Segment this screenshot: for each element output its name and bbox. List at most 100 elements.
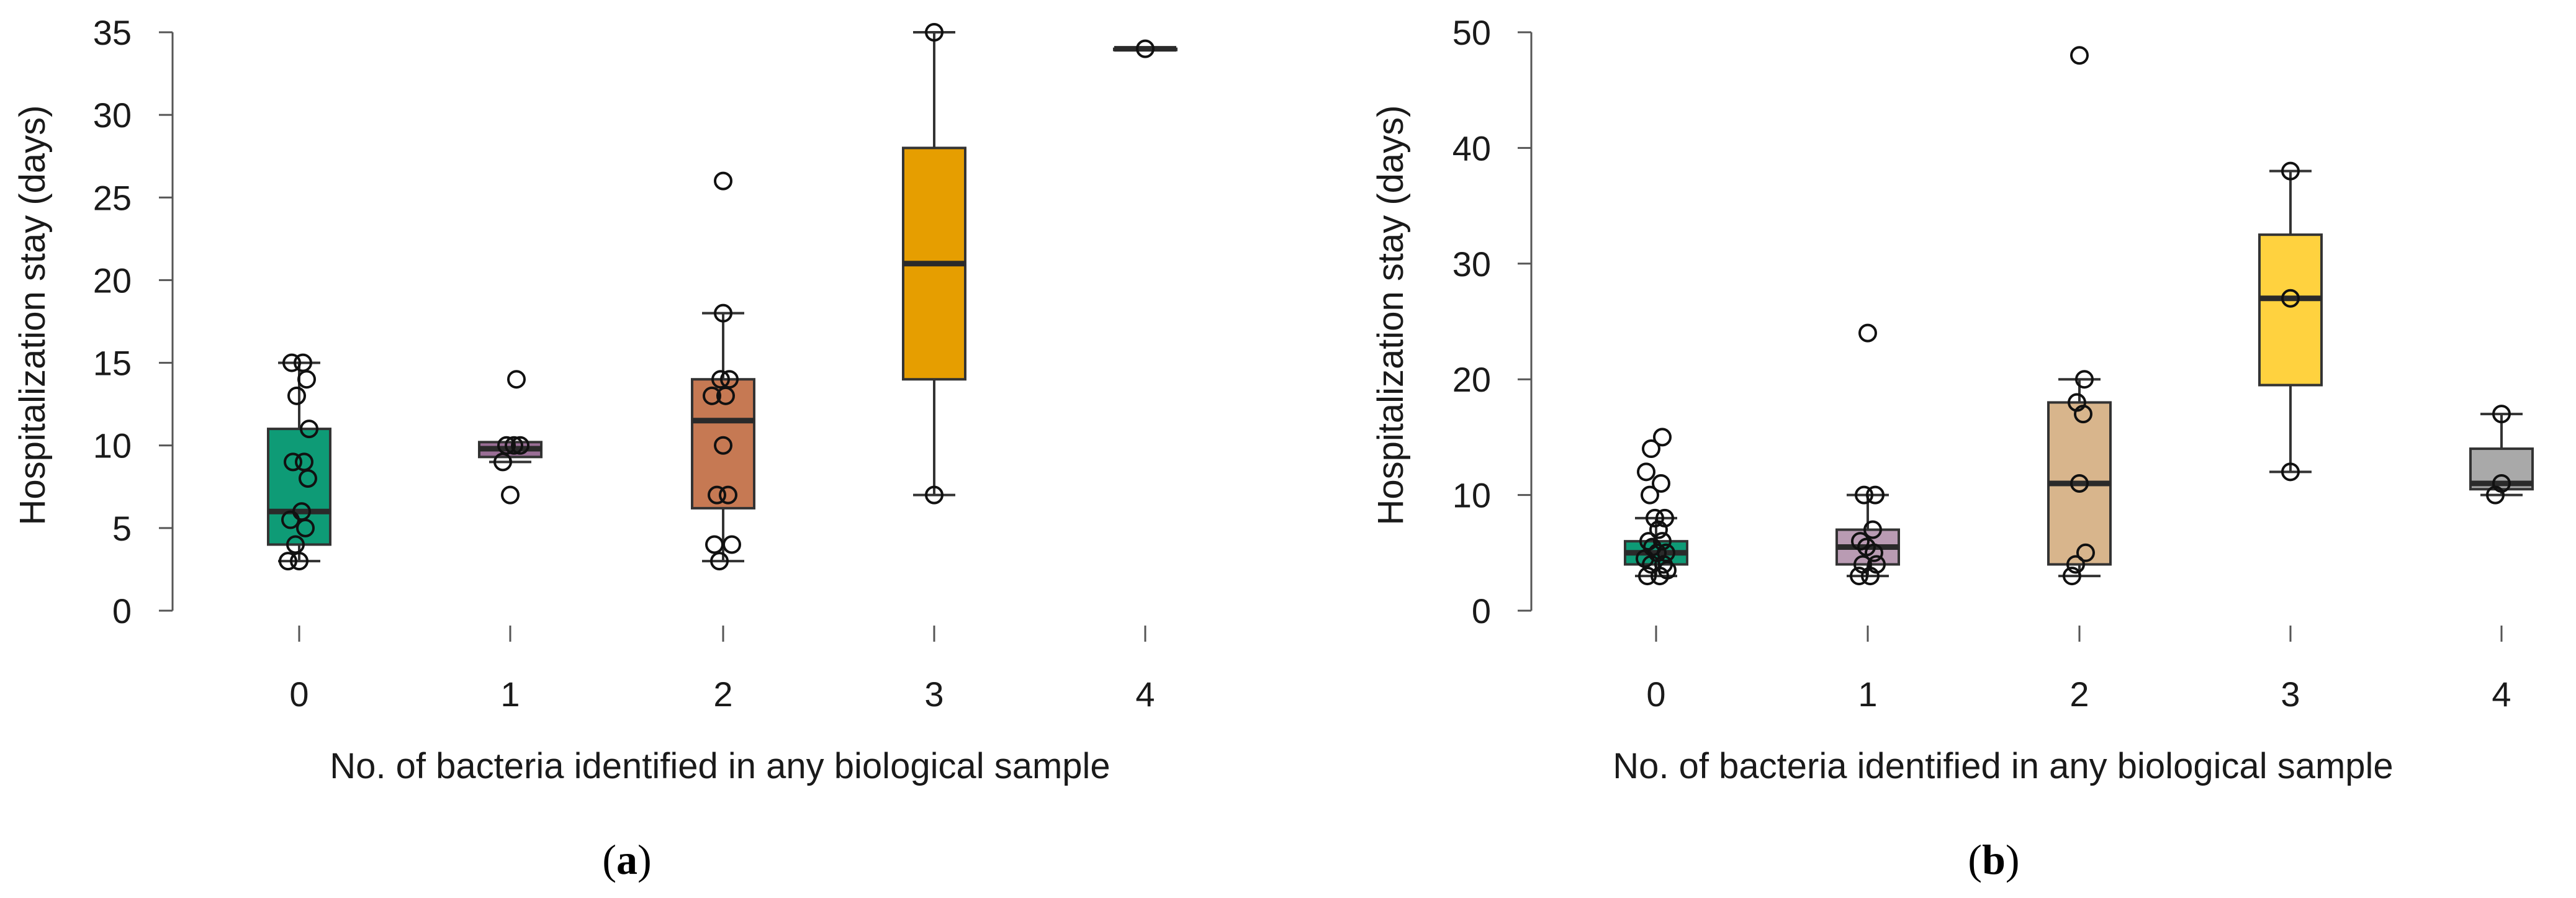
data-point [287,386,306,405]
x-tick-label: 0 [289,675,308,714]
y-tick-label: 20 [1452,360,1491,399]
data-point [1136,39,1155,58]
box-category-1 [1835,323,1900,586]
y-tick-label: 0 [112,591,132,631]
y-tick-label: 0 [1472,591,1491,631]
data-point [1652,474,1670,493]
data-point [1867,555,1886,574]
box-category-4 [1113,39,1178,58]
y-tick-label: 10 [1452,476,1491,515]
data-point [720,370,739,389]
y-axis-label-a: Hospitalization stay (days) [12,106,53,526]
data-point [1646,508,1664,528]
data-point [2492,474,2511,493]
data-point [284,452,302,472]
data-point [1857,537,1876,557]
data-point [1855,485,1873,505]
chart-panel-a: Hospitalization stay (days) No. of bacte… [12,13,1178,883]
data-point [2492,405,2511,424]
x-axis-label-b: No. of bacteria identified in any biolog… [1613,746,2393,786]
x-tick-label: 1 [500,675,520,714]
data-point [2075,370,2094,389]
chart-panel-b: Hospitalization stay (days) No. of bacte… [1371,13,2534,883]
data-point [300,420,318,439]
panel-letter-a: a [616,836,637,883]
data-point [507,370,526,389]
x-tick-label: 2 [2069,675,2089,714]
data-point [1858,323,1877,343]
x-tick-label: 3 [924,675,943,714]
box-iqr [267,428,331,546]
panel-letter-b: b [1982,836,2006,883]
box-iqr [691,378,755,510]
x-tick-label: 2 [713,675,732,714]
box-category-4 [2469,405,2534,505]
y-tick-label: 20 [93,261,132,300]
data-point [705,535,724,554]
y-axis-label-b: Hospitalization stay (days) [1371,106,1411,526]
data-point [2076,543,2095,562]
data-point [505,436,523,455]
data-point [1639,532,1658,551]
box-category-0 [1624,428,1688,586]
data-point [2070,474,2089,493]
data-point [1637,462,1655,482]
box-iqr [2258,233,2323,387]
data-point [2281,462,2300,482]
data-point [279,552,297,571]
data-point [714,171,732,191]
data-point [714,436,732,455]
x-tick-label: 1 [1858,675,1877,714]
data-point [925,485,943,505]
panel-caption-b: (b) [1968,836,2019,883]
data-point [282,353,301,372]
box-category-3 [2258,161,2323,482]
data-point [703,386,721,405]
x-tick-label: 4 [2492,675,2511,714]
y-tick-label: 50 [1452,13,1491,52]
data-point [1655,508,1674,528]
data-point [2281,289,2300,308]
data-point [497,436,516,455]
y-tick-label: 25 [93,178,132,217]
data-point [2068,393,2086,412]
data-point [708,485,726,505]
data-point [295,452,313,472]
data-point [501,485,520,505]
y-tick-label: 40 [1452,128,1491,168]
y-tick-label: 5 [112,509,132,548]
box-category-2 [2047,46,2112,586]
data-point [714,303,732,323]
data-point [1653,532,1672,551]
y-tick-label: 10 [93,426,132,465]
data-point [1653,428,1672,447]
box-category-0 [267,353,331,571]
y-tick-label: 30 [93,96,132,135]
data-point [511,436,529,455]
box-category-3 [902,23,966,505]
data-point [2066,555,2085,574]
data-point [1853,555,1872,574]
panel-caption-a: (a) [602,836,651,883]
data-point [925,23,943,42]
x-tick-label: 3 [2281,675,2300,714]
data-point [2063,567,2081,586]
data-point [1863,520,1882,539]
data-point [719,485,737,505]
data-point [292,502,311,521]
data-point [2070,46,2089,65]
y-tick-label: 30 [1452,245,1491,284]
data-point [1866,485,1885,505]
y-tick-label: 15 [93,344,132,383]
data-point [1648,543,1667,562]
data-point [710,552,729,571]
data-point [1851,532,1870,551]
data-point [294,353,312,372]
box-category-1 [478,370,543,505]
data-point [1641,485,1659,505]
data-point [1850,567,1868,586]
data-point [286,535,305,554]
x-axis-label-a: No. of bacteria identified in any biolog… [330,746,1110,786]
